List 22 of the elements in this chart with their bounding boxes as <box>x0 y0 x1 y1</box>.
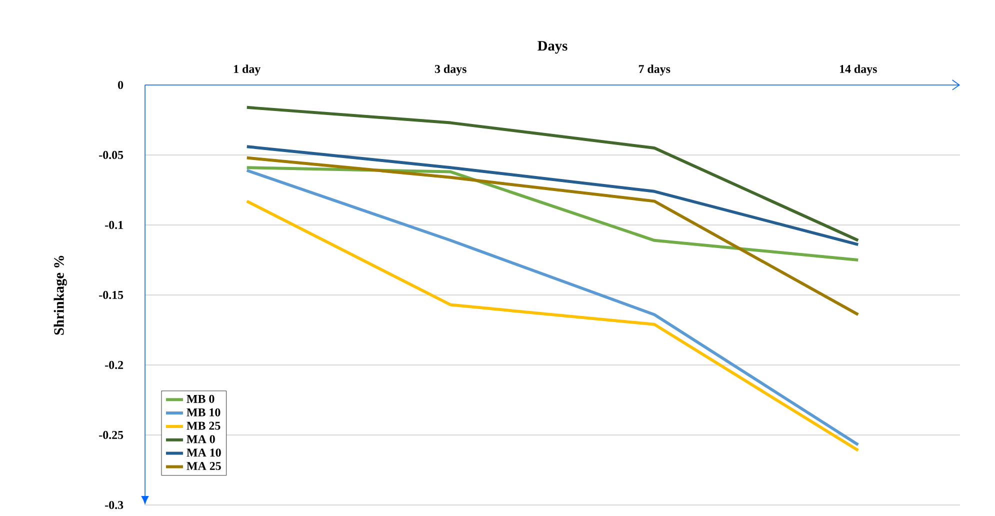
line-series <box>245 106 860 242</box>
y-tick-label: -0.05 <box>99 150 124 160</box>
y-tick-label: -0.3 <box>105 500 124 510</box>
y-axis-title: Shrinkage % <box>54 256 67 335</box>
y-tick-label: -0.1 <box>105 220 123 230</box>
legend-label: MA 0 <box>186 435 215 444</box>
legend-label: MB 25 <box>186 422 220 430</box>
y-tick-label: -0.15 <box>99 290 124 300</box>
y-tick-label: 0 <box>118 80 124 90</box>
y-tick-label: -0.25 <box>99 430 124 440</box>
line-series <box>245 145 860 246</box>
line-series <box>245 156 860 316</box>
legend-label: MB 10 <box>186 408 220 416</box>
legend-label: MA 10 <box>186 448 221 457</box>
x-tick-label: 14 days <box>840 64 877 76</box>
x-tick-label: 1 day <box>234 64 261 76</box>
legend-label: MA 25 <box>186 462 221 470</box>
y-tick-label: -0.2 <box>105 360 124 370</box>
legend-label: MB 0 <box>186 394 214 403</box>
x-axis-title: Days <box>538 41 568 54</box>
x-tick-label: 3 days <box>434 64 466 76</box>
x-tick-label: 7 days <box>638 64 670 76</box>
